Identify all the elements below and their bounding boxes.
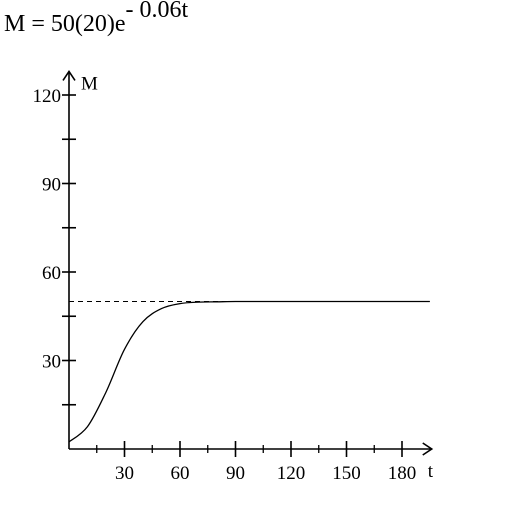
y-axis-arrow bbox=[62, 69, 76, 81]
formula-base: e bbox=[114, 11, 126, 37]
y-tick-label-90: 90 bbox=[42, 175, 61, 196]
x-tick-label-90: 90 bbox=[226, 463, 245, 484]
y-tick-label-30: 30 bbox=[42, 352, 61, 373]
x-tick-label-150: 150 bbox=[332, 463, 361, 484]
formula-lhs: M = 50(20) bbox=[4, 11, 115, 37]
series-line-0 bbox=[68, 300, 430, 443]
axes bbox=[62, 69, 434, 456]
x-tick-label-180: 180 bbox=[388, 463, 417, 484]
marks bbox=[68, 300, 430, 443]
ticks bbox=[62, 94, 403, 457]
x-tick-label-30: 30 bbox=[115, 463, 134, 484]
y-tick-label-120: 120 bbox=[33, 86, 62, 107]
x-tick-label-120: 120 bbox=[277, 463, 306, 484]
y-axis-label: M bbox=[81, 73, 98, 94]
x-axis-arrow bbox=[422, 442, 434, 456]
x-axis-label: t bbox=[428, 461, 434, 482]
x-tick-label-60: 60 bbox=[171, 463, 190, 484]
formula-exponent: - 0.06t bbox=[125, 0, 189, 23]
y-tick-label-60: 60 bbox=[42, 263, 61, 284]
tick-labels: t M 30 60 90 120 150 180 30 60 90 120 bbox=[33, 73, 434, 484]
formula: M = 50(20)e- 0.06t bbox=[4, 0, 188, 37]
